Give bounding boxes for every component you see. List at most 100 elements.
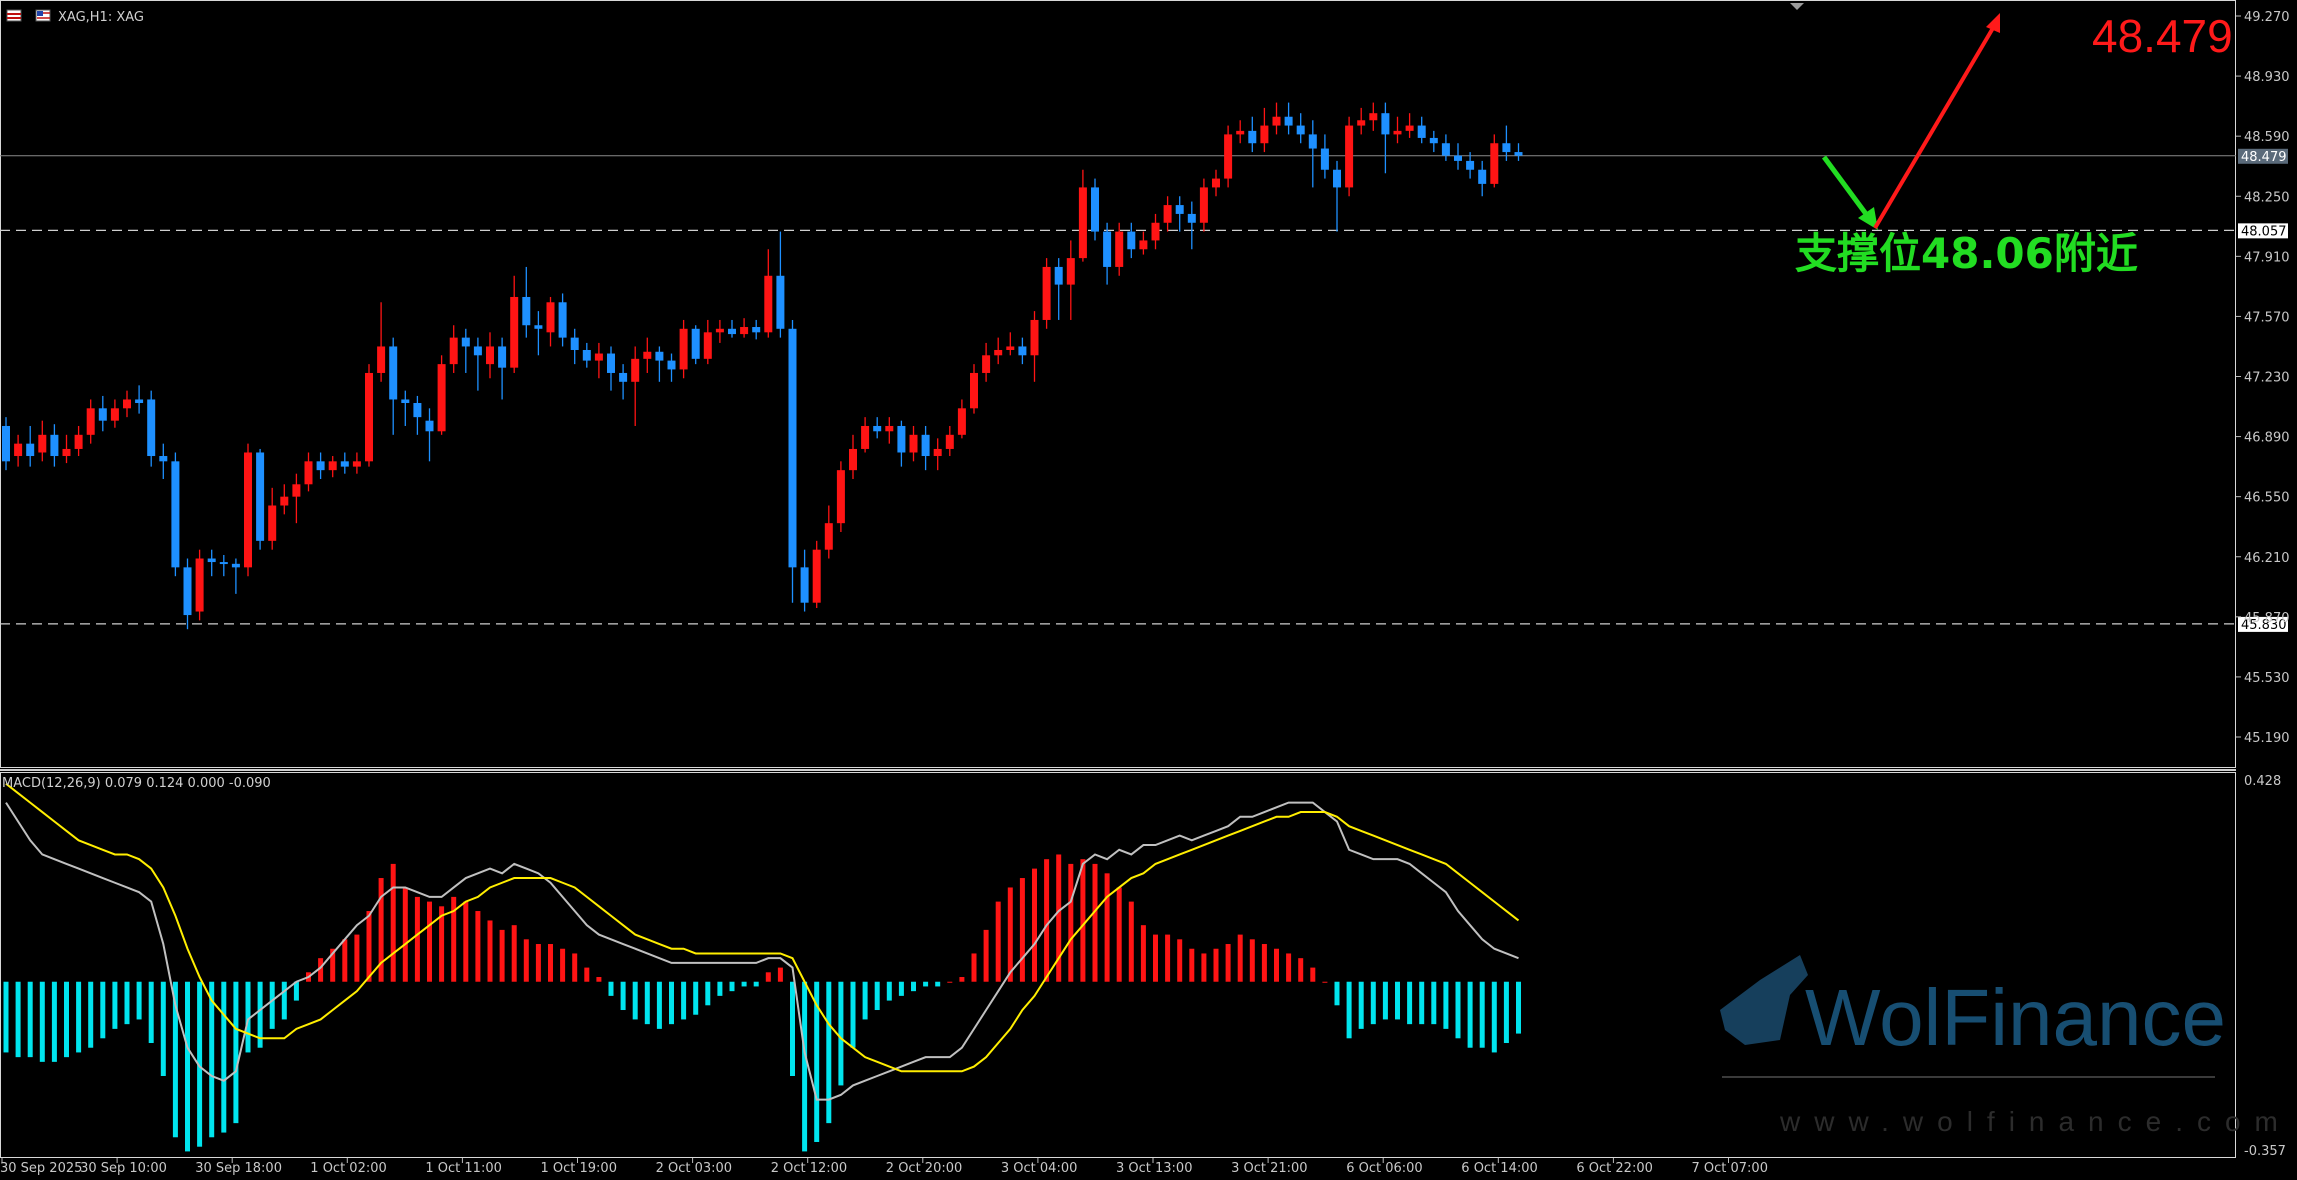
- candle-body: [812, 549, 821, 603]
- macd-histogram-bar: [3, 981, 9, 1053]
- candle-body: [667, 360, 676, 370]
- candle-body: [1357, 120, 1366, 126]
- time-tick-label: 3 Oct 21:00: [1231, 1161, 1307, 1176]
- candle-body: [885, 425, 894, 432]
- macd-histogram-bar: [414, 896, 420, 982]
- candle-body: [1163, 205, 1172, 223]
- macd-label: MACD(12,26,9) 0.079 0.124 0.000 -0.090: [2, 776, 271, 791]
- candle-body: [1429, 137, 1438, 144]
- time-tick-label: 3 Oct 13:00: [1116, 1161, 1192, 1176]
- macd-histogram-bar: [1346, 981, 1352, 1039]
- macd-histogram-bar: [402, 887, 408, 982]
- level-price-tag: [2238, 616, 2288, 632]
- macd-histogram-bar: [717, 981, 723, 996]
- candle-body: [619, 372, 628, 382]
- macd-histogram-bar: [293, 981, 299, 1001]
- macd-histogram-bar: [1068, 863, 1074, 982]
- candle-body: [1405, 125, 1414, 131]
- price-tick-label: 48.590: [2244, 130, 2290, 145]
- macd-histogram-bar: [1201, 953, 1207, 982]
- candle-body: [1127, 231, 1136, 250]
- candle-body: [1042, 266, 1051, 320]
- wolf-logo-icon: [1720, 955, 1808, 1045]
- candle-body: [50, 434, 59, 457]
- macd-histogram-bar: [1286, 953, 1292, 982]
- price-tick-label: 45.530: [2244, 671, 2290, 686]
- candle-body: [836, 470, 845, 524]
- macd-histogram-bar: [1407, 981, 1413, 1025]
- candle-body: [1308, 134, 1317, 149]
- candle-body: [1514, 152, 1523, 156]
- macd-axis-bottom: -0.357: [2244, 1144, 2286, 1159]
- candle-body: [110, 408, 119, 421]
- candle-body: [1054, 266, 1063, 285]
- candle-body: [231, 563, 240, 568]
- time-tick-label: 6 Oct 14:00: [1461, 1161, 1537, 1176]
- candle-body: [1502, 143, 1511, 153]
- price-tick-label: 48.250: [2244, 190, 2290, 205]
- chart-shift-marker[interactable]: [1790, 3, 1804, 10]
- macd-histogram-bar: [620, 981, 626, 1011]
- candle-body: [1248, 130, 1257, 144]
- candle-body: [1078, 187, 1087, 259]
- time-tick-label: 30 Sep 18:00: [195, 1161, 282, 1176]
- candle-body: [14, 443, 23, 457]
- macd-histogram-bar: [427, 901, 432, 982]
- macd-histogram-bar: [475, 911, 481, 982]
- candle-body: [776, 275, 785, 329]
- candle-body: [970, 372, 978, 409]
- macd-histogram-bar: [1140, 925, 1146, 982]
- macd-histogram-bar: [1382, 981, 1388, 1020]
- macd-histogram-bar: [753, 981, 759, 987]
- candle-body: [1466, 160, 1475, 170]
- candle-body: [1030, 319, 1039, 356]
- time-tick-label: 2 Oct 20:00: [886, 1161, 962, 1176]
- macd-axis-top: 0.428: [2244, 774, 2281, 789]
- candle-body: [377, 346, 386, 373]
- macd-histogram-bar: [535, 944, 541, 982]
- macd-histogram-bar: [862, 981, 868, 1020]
- candle-body: [679, 328, 688, 370]
- macd-histogram-bar: [1358, 981, 1364, 1029]
- target-price-label: 48.479: [2092, 10, 2233, 62]
- candle-body: [1272, 116, 1281, 126]
- candle-body: [897, 425, 906, 453]
- candle-body: [171, 461, 180, 568]
- macd-histogram-bar: [100, 981, 106, 1039]
- macd-histogram-bar: [1419, 981, 1425, 1025]
- macd-histogram-bar: [1310, 967, 1316, 982]
- macd-histogram-bar: [959, 977, 965, 982]
- symbol-header[interactable]: XAG,H1: XAG: [6, 9, 144, 25]
- candle-body: [1369, 113, 1378, 121]
- candle-body: [1381, 113, 1390, 135]
- chart-menu-icon[interactable]: [6, 9, 22, 22]
- candle-body: [740, 327, 749, 335]
- candle-body: [728, 328, 736, 335]
- candle-body: [195, 558, 204, 612]
- candle-body: [461, 337, 470, 347]
- price-axis[interactable]: 49.270 48.930 48.590 48.250 47.910 47.570 47.2…: [2236, 10, 2290, 746]
- candle-body: [62, 448, 71, 457]
- macd-line: [5, 801, 1519, 1101]
- macd-histogram-bar: [148, 981, 154, 1044]
- candle-body: [365, 372, 373, 462]
- candle-body: [1175, 205, 1184, 214]
- candle-body: [957, 408, 966, 435]
- candle-body: [1139, 240, 1148, 250]
- macd-histogram-bar: [1479, 981, 1485, 1048]
- macd-histogram-bar: [923, 981, 929, 987]
- candle-body: [1454, 155, 1462, 161]
- macd-histogram-bar: [741, 981, 747, 987]
- macd-histogram-bar: [935, 981, 941, 987]
- candle-body: [1284, 116, 1293, 126]
- level-price-text: 48.057: [2241, 224, 2287, 239]
- macd-histogram-bar: [1467, 981, 1473, 1048]
- macd-histogram-bar: [366, 911, 372, 982]
- macd-histogram-bar: [1165, 934, 1171, 982]
- macd-histogram-bar: [378, 878, 384, 982]
- macd-histogram-bar: [185, 981, 190, 1152]
- candle-body: [268, 505, 277, 541]
- time-tick-label: 2 Oct 12:00: [771, 1161, 847, 1176]
